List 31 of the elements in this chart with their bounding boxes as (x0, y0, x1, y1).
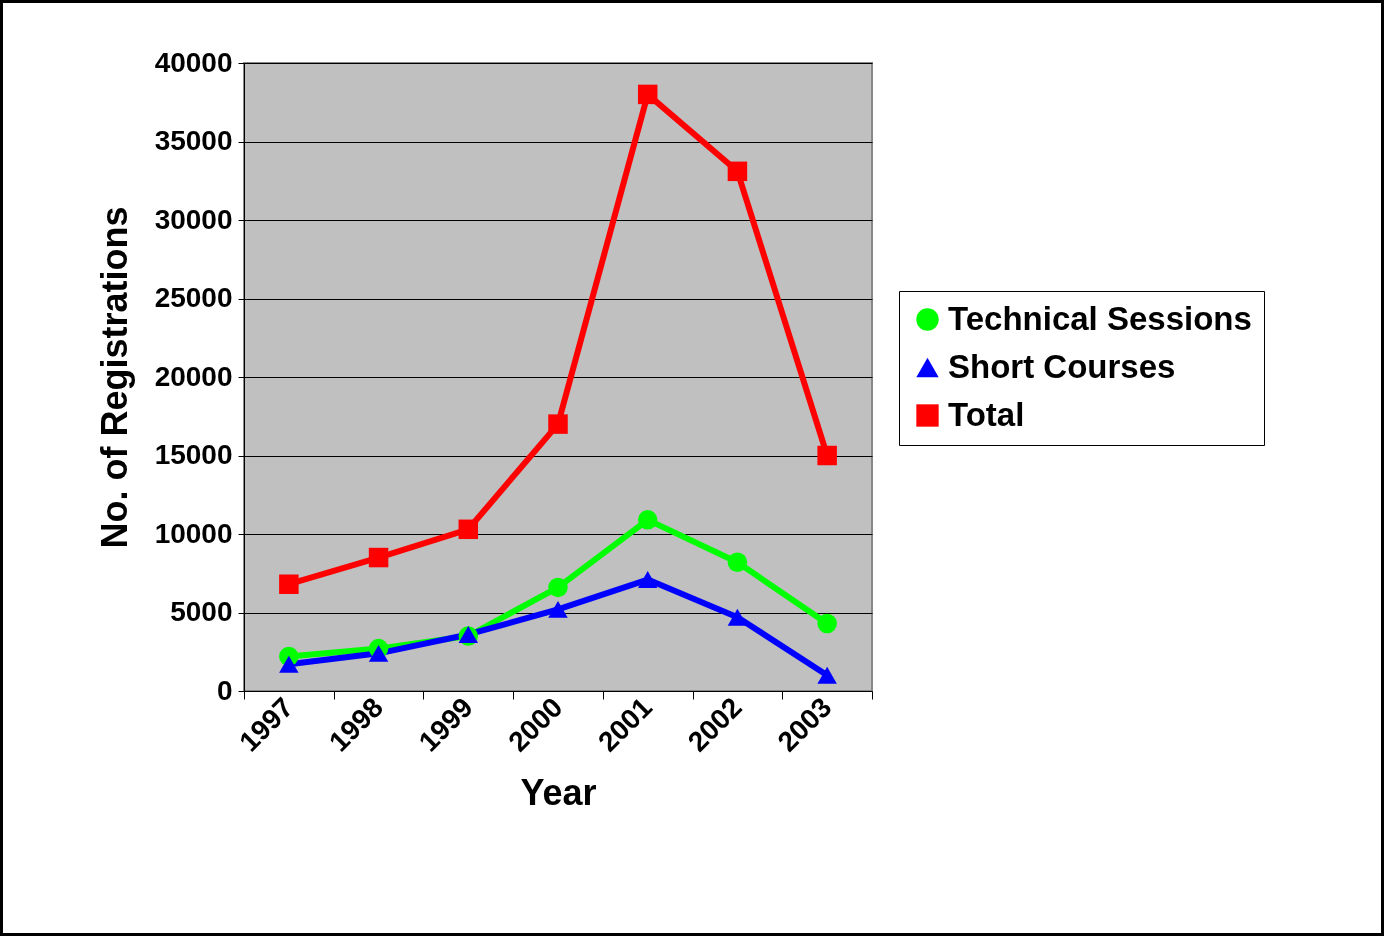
point (279, 574, 299, 594)
y-tick-label: 5000 (170, 596, 233, 627)
y-tick-label: 30000 (154, 203, 233, 235)
y-tick-label: 0 (216, 674, 233, 706)
point (637, 571, 658, 588)
point (817, 445, 837, 466)
point (548, 577, 568, 598)
point (727, 552, 748, 572)
point (727, 608, 748, 626)
point (368, 547, 389, 568)
point (727, 161, 748, 182)
point (637, 510, 658, 530)
legend-label: Total (948, 395, 1025, 433)
point (817, 666, 837, 684)
legend-label: Short Courses (948, 347, 1176, 385)
legend-label: Technical Sessions (948, 299, 1252, 337)
point (368, 644, 389, 662)
y-tick-label: 20000 (154, 360, 233, 392)
y-tick-label: 10000 (154, 517, 233, 549)
point (279, 655, 299, 673)
y-tick-label: 35000 (154, 125, 233, 156)
y-tick-label: 15000 (154, 439, 233, 470)
point (637, 84, 658, 105)
x-axis-title: Year (520, 772, 597, 814)
point (817, 613, 837, 634)
y-tick-label: 25000 (154, 282, 233, 313)
point (548, 414, 568, 434)
y-axis-title: No. of Registrations (93, 206, 135, 549)
y-tick-label: 40000 (154, 46, 233, 78)
point (548, 600, 568, 618)
point (458, 519, 479, 540)
